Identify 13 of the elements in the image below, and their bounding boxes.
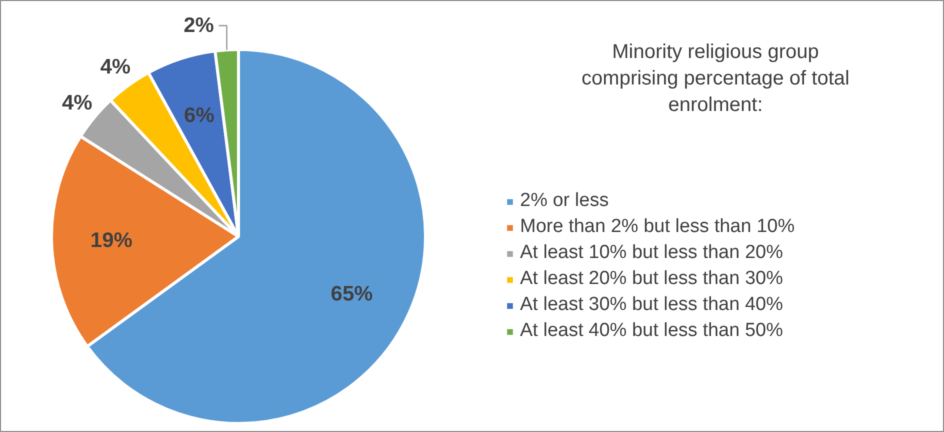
data-label: 65% — [330, 282, 374, 306]
data-label: 6% — [184, 104, 215, 128]
data-label: 19% — [90, 228, 133, 252]
legend-title: Minority religious group comprising percentage of total enrolment: — [582, 41, 850, 116]
legend-label: 2% or less — [520, 190, 609, 212]
legend-label: At least 30% but less than 40% — [520, 294, 783, 316]
data-label: 4% — [100, 56, 131, 79]
legend-label: More than 2% but less than 10% — [520, 216, 795, 238]
data-label: 4% — [62, 92, 93, 114]
legend-label: At least 10% but less than 20% — [520, 242, 783, 264]
legend-label: At least 20% but less than 30% — [520, 268, 783, 290]
legend-label: At least 40% but less than 50% — [520, 320, 783, 342]
data-label: 2% — [184, 14, 214, 38]
